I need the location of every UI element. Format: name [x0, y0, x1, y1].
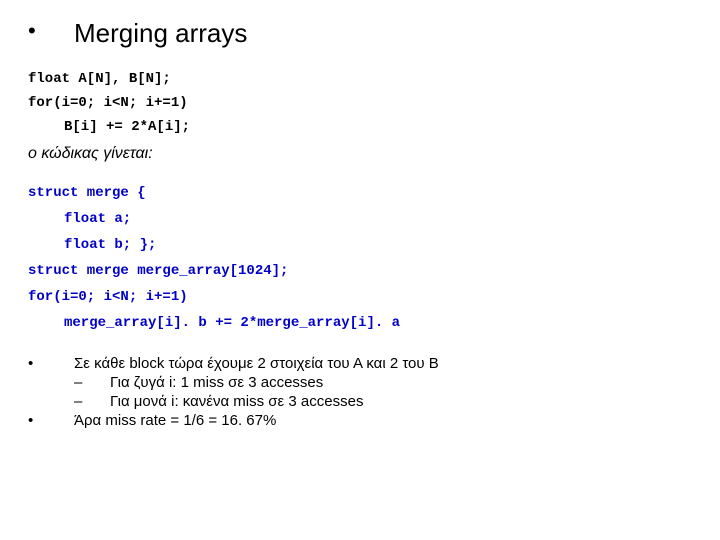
code-block-2-line-3: float b; };	[28, 237, 692, 253]
code-block-2-line-6: merge_array[i]. b += 2*merge_array[i]. a	[28, 315, 692, 331]
dash-2: –	[74, 393, 110, 410]
sub-row-1: – Για ζυγά i: 1 miss σε 3 accesses	[28, 374, 692, 391]
bullet-1: •	[28, 355, 74, 372]
bullet-2: •	[28, 412, 74, 429]
sub-row-2: – Για μονά i: κανένα miss σε 3 accesses	[28, 393, 692, 410]
code-block-1-line-2: for(i=0; i<N; i+=1)	[28, 95, 692, 111]
bullet-row-2: • Άρα miss rate = 1/6 = 16. 67%	[28, 412, 692, 429]
code-block-1-line-1: float A[N], B[N];	[28, 71, 692, 87]
code-block-2-line-5: for(i=0; i<N; i+=1)	[28, 289, 692, 305]
code-block-2-line-4: struct merge merge_array[1024];	[28, 263, 692, 279]
code-block-1-line-3: B[i] += 2*A[i];	[28, 119, 692, 135]
bullet-1-text: Σε κάθε block τώρα έχουμε 2 στοιχεία του…	[74, 355, 692, 372]
page-title: Merging arrays	[74, 18, 247, 49]
bullet-row-1: • Σε κάθε block τώρα έχουμε 2 στοιχεία τ…	[28, 355, 692, 372]
sub-1-text: Για ζυγά i: 1 miss σε 3 accesses	[110, 374, 692, 391]
title-bullet: •	[28, 18, 74, 44]
dash-1: –	[74, 374, 110, 391]
bottom-block: • Σε κάθε block τώρα έχουμε 2 στοιχεία τ…	[28, 355, 692, 429]
title-row: • Merging arrays	[28, 18, 692, 49]
bullet-2-text: Άρα miss rate = 1/6 = 16. 67%	[74, 412, 692, 429]
code-block-2-line-1: struct merge {	[28, 185, 692, 201]
sub-2-text: Για μονά i: κανένα miss σε 3 accesses	[110, 393, 692, 410]
code-block-2-line-2: float a;	[28, 211, 692, 227]
transition-text: ο κώδικας γίνεται:	[28, 145, 692, 163]
